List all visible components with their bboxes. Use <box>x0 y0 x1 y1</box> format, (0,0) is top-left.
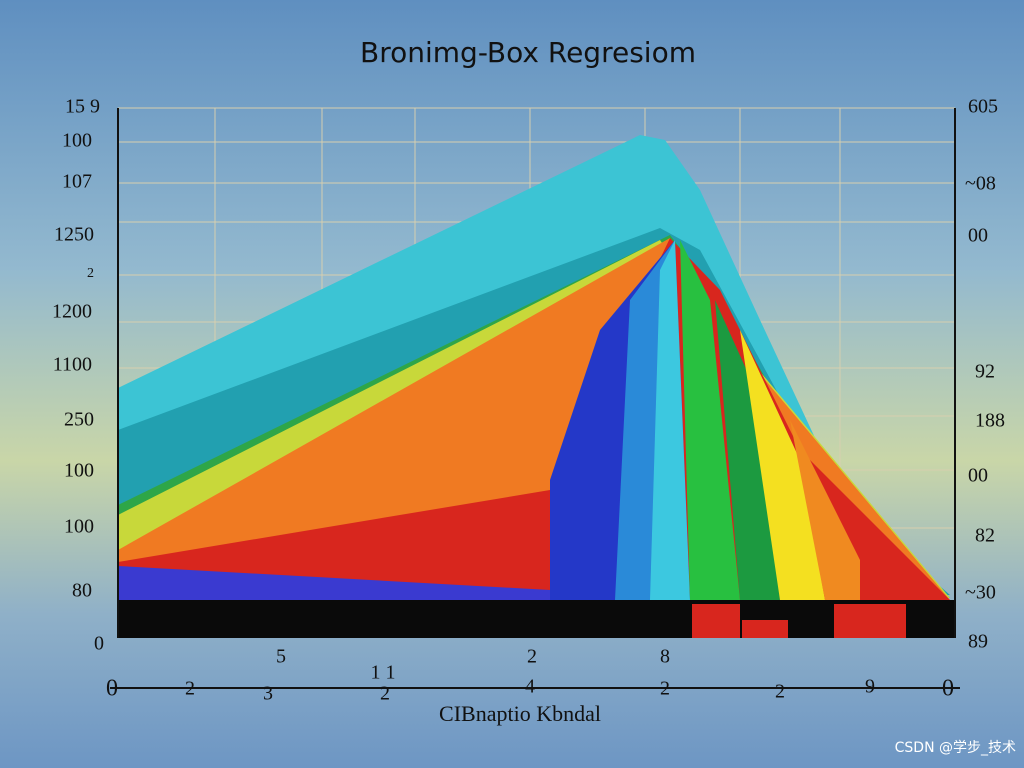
bottom-bar <box>118 600 955 638</box>
y-tick-label: 100 <box>62 130 92 152</box>
x-tick-label: 2 <box>660 678 670 700</box>
x-tick-label: 3 <box>263 683 273 705</box>
y-tick-label: 0 <box>94 633 104 655</box>
y-tick-label: 1250 <box>54 224 94 246</box>
y2-tick-label: ~08 <box>965 173 996 195</box>
x-tick-label: 2 <box>185 678 195 700</box>
x-tick-label: 0 <box>106 676 118 702</box>
x-labels: 5 2 8 0 2 3 1 1 2 4 2 2 9 0 <box>106 646 954 705</box>
y-tick-label: 100 <box>64 516 94 538</box>
x-tick-label: 8 <box>660 646 670 668</box>
rainbow-layers <box>118 135 950 600</box>
x-axis-title: CIBnaptio Kbndal <box>439 701 601 726</box>
y-tick-label: 100 <box>64 460 94 482</box>
chart-title: Bronimg-Box Regresiom <box>360 36 696 69</box>
x-tick-label: 2 <box>527 646 537 668</box>
y2-tick-label: 00 <box>968 225 988 247</box>
y-tick-label: 2 <box>87 266 94 281</box>
y-tick-label: 107 <box>62 171 92 193</box>
x-tick-label: 4 <box>525 676 535 698</box>
y2-tick-label: 89 <box>968 631 988 653</box>
y2-tick-label: 82 <box>975 525 995 547</box>
right-axis-labels: 605 ~08 00 92 188 00 82 ~30 89 <box>965 96 1005 653</box>
y2-tick-label: 00 <box>968 465 988 487</box>
x-tick-label: 5 <box>276 646 286 668</box>
x-tick-label: 0 <box>942 676 954 702</box>
x-tick-label: 1 1 <box>371 662 396 684</box>
y2-tick-label: 188 <box>975 410 1005 432</box>
y-tick-label: 1100 <box>53 354 92 376</box>
watermark: CSDN @学步_技术 <box>895 740 1016 756</box>
y2-tick-label: 92 <box>975 361 995 383</box>
y-tick-label: 80 <box>72 580 92 602</box>
x-tick-label: 9 <box>865 676 875 698</box>
y2-tick-label: ~30 <box>965 582 996 604</box>
left-axis-labels: 15 9 100 107 1250 2 1200 1100 250 100 10… <box>52 96 104 655</box>
y-tick-label: 1200 <box>52 301 92 323</box>
x-tick-label: 2 <box>775 681 785 703</box>
y-tick-label: 15 9 <box>65 96 100 118</box>
y2-tick-label: 605 <box>968 96 998 118</box>
y-tick-label: 250 <box>64 409 94 431</box>
x-tick-label: 2 <box>380 683 390 705</box>
